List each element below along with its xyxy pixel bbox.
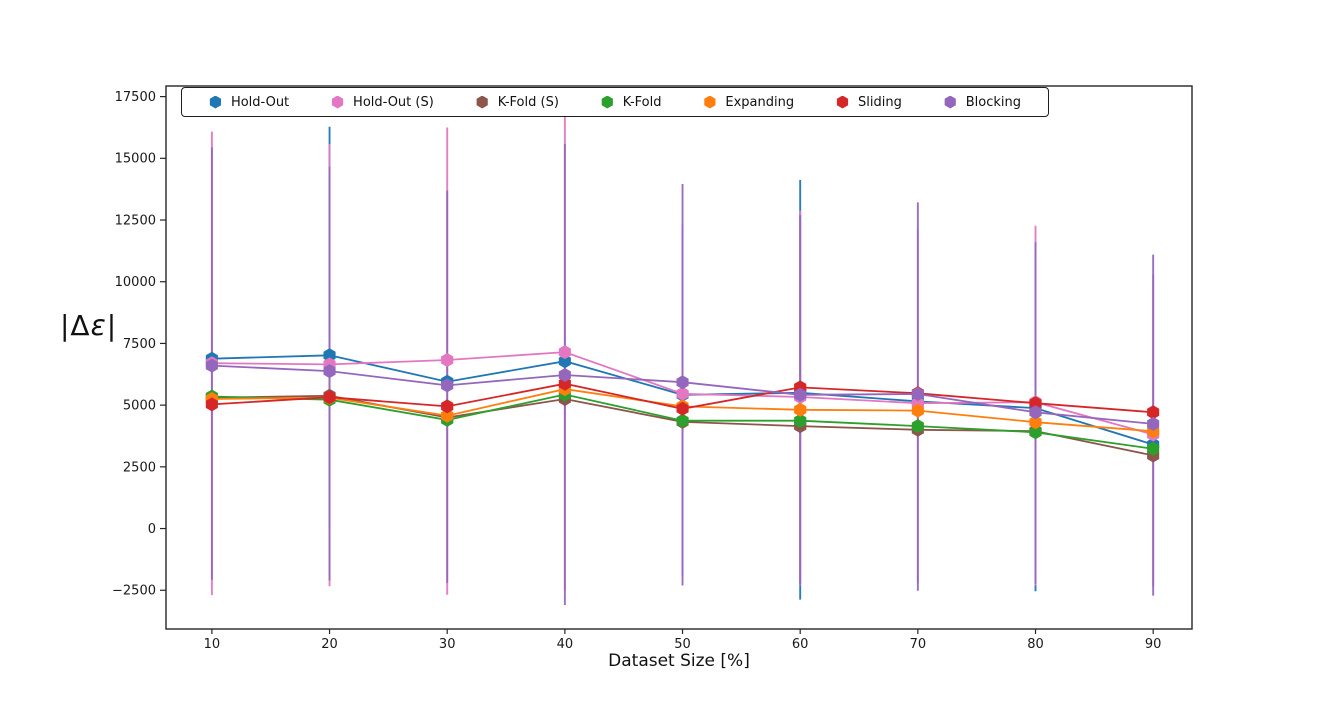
y-tick-label: 15000 [115,152,156,167]
data-point [794,413,807,428]
data-point [323,390,336,405]
hexagon-marker-icon [704,95,716,109]
data-point [794,387,807,402]
data-point [676,375,689,390]
legend-item-k-fold-s: K-Fold (S) [476,95,559,110]
hexagon-marker-icon [836,95,849,109]
legend-label: Hold-Out [230,94,290,110]
data-point [441,408,454,423]
x-tick-label: 60 [792,637,809,652]
data-point [205,397,218,412]
data-point [1147,416,1160,431]
x-tick-label: 40 [557,637,574,652]
legend-label: Hold-Out (S) [353,94,434,110]
legend: Hold-Out Hold-Out (S) K-Fold (S) K-Fold … [181,87,1049,117]
data-point [676,386,689,401]
x-tick-label: 30 [439,637,456,652]
data-point [323,364,336,379]
data-point [911,403,924,418]
data-point [911,419,924,434]
x-tick-label: 50 [674,637,691,652]
x-tick-label: 80 [1027,637,1044,652]
y-axis-label-suffix: | [106,309,118,342]
x-tick-label: 10 [204,637,221,652]
data-point [323,348,336,363]
data-point [676,413,689,428]
plot-frame [165,85,1193,630]
data-point [676,401,689,416]
y-tick-label: 0 [148,522,156,537]
y-tick-label: −2500 [112,584,156,599]
data-point [441,399,454,414]
data-point [1029,405,1042,420]
x-tick-label: 70 [910,637,927,652]
hexagon-marker-icon [601,95,613,109]
y-tick-label: 2500 [123,460,156,475]
legend-label: K-Fold [622,94,662,110]
legend-item-expanding: Expanding [703,95,794,110]
legend-item-blocking: Blocking [944,95,1021,110]
legend-item-hold-out: Hold-Out [209,95,289,110]
legend-item-hold-out-s: Hold-Out (S) [331,95,434,110]
data-point [558,368,571,382]
legend-item-k-fold: K-Fold [601,94,662,110]
x-tick-label: 20 [321,637,338,652]
x-tick-label: 90 [1145,637,1162,652]
hexagon-marker-icon [944,95,956,109]
legend-item-sliding: Sliding [836,95,902,110]
y-axis-label-epsilon: ε [90,309,107,342]
y-axis-label-prefix: |Δ [60,309,91,342]
y-axis-label: |Δε| [60,309,117,342]
data-point [441,353,454,367]
y-tick-label: 17500 [115,90,156,105]
x-axis-label: Dataset Size [%] [608,651,750,671]
hexagon-marker-icon [476,95,488,109]
legend-label: Sliding [858,94,902,110]
data-point [794,402,807,417]
data-point [441,378,454,393]
y-tick-label: 5000 [123,399,156,414]
data-point [558,345,571,360]
legend-label: Expanding [725,94,795,110]
legend-label: K-Fold (S) [497,94,559,110]
data-point [1029,425,1042,440]
y-tick-label: 12500 [115,213,156,228]
data-point [1147,441,1160,456]
hexagon-marker-icon [209,95,222,109]
data-point [1029,415,1042,430]
data-point [911,387,924,401]
data-point [558,354,571,369]
y-tick-label: 10000 [115,275,156,290]
y-tick-label: 7500 [123,337,156,352]
data-point [1029,396,1042,411]
hexagon-marker-icon [331,95,344,109]
data-point [1147,405,1160,420]
legend-label: Blocking [965,94,1021,110]
data-point [205,358,218,373]
